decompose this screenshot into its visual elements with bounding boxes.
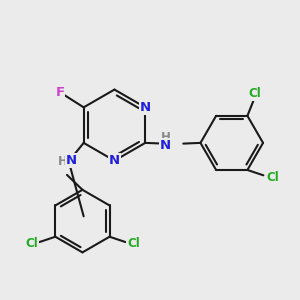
Text: N: N [140, 101, 151, 114]
Text: H: H [160, 131, 170, 144]
Text: N: N [109, 154, 120, 167]
Text: Cl: Cl [266, 171, 279, 184]
Text: N: N [160, 139, 171, 152]
Text: H: H [57, 155, 67, 168]
Text: F: F [55, 85, 64, 99]
Text: N: N [66, 154, 77, 167]
Text: Cl: Cl [248, 87, 261, 100]
Text: Cl: Cl [25, 237, 38, 250]
Text: Cl: Cl [127, 237, 140, 250]
